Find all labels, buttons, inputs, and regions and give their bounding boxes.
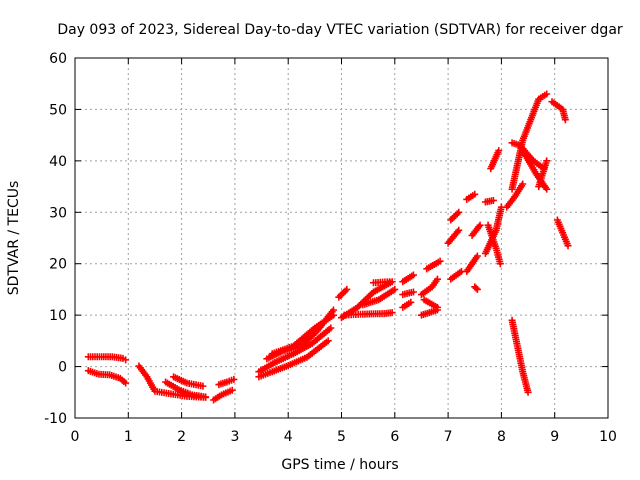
x-tick-label: 4 (284, 429, 293, 445)
x-tick-label: 10 (599, 429, 617, 445)
data-point (343, 285, 351, 293)
data-point (561, 116, 569, 124)
y-tick-label: 0 (58, 360, 67, 376)
data-point (122, 379, 130, 387)
data-point (407, 298, 415, 306)
x-tick-label: 0 (71, 429, 80, 445)
x-tick-label: 3 (230, 429, 239, 445)
y-tick-label: 60 (49, 51, 67, 67)
data-points (84, 90, 572, 404)
data-point (330, 311, 338, 319)
data-point (228, 386, 236, 394)
data-point (564, 242, 572, 250)
x-tick-label: 6 (390, 429, 399, 445)
y-tick-label: 30 (49, 205, 67, 221)
data-point (327, 324, 335, 332)
data-point (489, 196, 497, 204)
data-point (495, 147, 503, 155)
data-point (409, 271, 417, 279)
data-point (436, 257, 444, 265)
data-point (433, 303, 441, 311)
x-tick-label: 5 (337, 429, 346, 445)
data-point (471, 190, 479, 198)
chart-title: Day 093 of 2023, Sidereal Day-to-day VTE… (57, 22, 623, 38)
data-point (496, 260, 504, 268)
data-point (199, 382, 207, 390)
data-point (473, 285, 481, 293)
y-axis-label: SDTVAR / TECUs (6, 181, 22, 296)
data-point (122, 356, 130, 364)
data-point (324, 337, 332, 345)
data-point (476, 221, 484, 229)
x-tick-label: 7 (444, 429, 453, 445)
data-point (455, 226, 463, 234)
x-tick-label: 9 (550, 429, 559, 445)
plot-frame (74, 57, 609, 419)
y-tick-label: -10 (44, 411, 67, 427)
data-point (529, 157, 537, 165)
data-point (473, 252, 481, 260)
data-point (543, 157, 551, 165)
x-tick-label: 2 (177, 429, 186, 445)
y-tick-label: 20 (49, 257, 67, 273)
data-point (455, 208, 463, 216)
y-tick-label: 10 (49, 308, 67, 324)
data-point (433, 275, 441, 283)
data-point (230, 375, 238, 383)
data-point (388, 309, 396, 317)
data-point (385, 278, 393, 286)
x-tick-label: 8 (497, 429, 506, 445)
data-point (472, 284, 480, 292)
data-point (409, 288, 417, 296)
data-point (391, 285, 399, 293)
y-tick-label: 40 (49, 154, 67, 170)
x-axis-label: GPS time / hours (281, 457, 398, 473)
data-point (202, 393, 210, 401)
y-tick-label: 50 (49, 102, 67, 118)
data-point (543, 90, 551, 98)
data-point (519, 180, 527, 188)
x-tick-label: 1 (124, 429, 133, 445)
data-point (524, 388, 532, 396)
data-point (543, 185, 551, 193)
grid-lines (75, 58, 608, 418)
